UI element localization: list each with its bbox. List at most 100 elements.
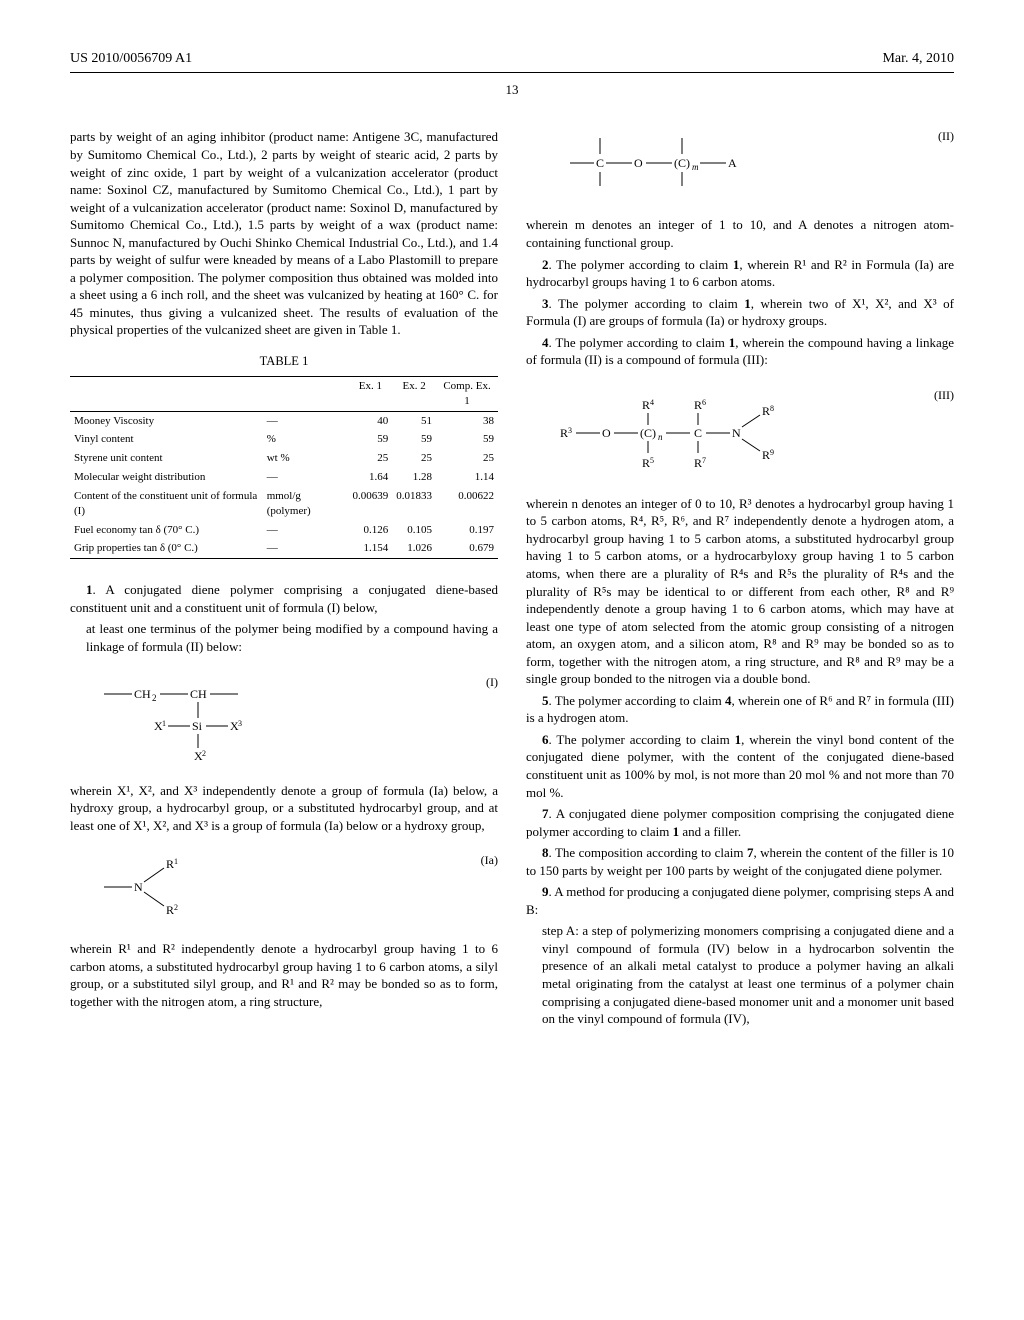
table-cell: — [263, 411, 349, 430]
formula-III-svg: R 3 O R4 (C) n R5 R6 C R7 N R8 [550, 387, 850, 477]
claim-text: . The polymer according to claim 1, wher… [526, 335, 954, 368]
table-cell: 1.026 [392, 539, 436, 558]
svg-text:CH: CH [134, 687, 151, 701]
svg-text:m: m [692, 162, 699, 172]
formula-label: (III) [934, 387, 954, 403]
claim-3: 3. The polymer according to claim 1, whe… [526, 295, 954, 330]
table-cell: % [263, 430, 349, 449]
table-1: Ex. 1 Ex. 2 Comp. Ex. 1 Mooney Viscosity… [70, 376, 498, 559]
claim-text: . A method for producing a conjugated di… [526, 884, 954, 917]
publication-date: Mar. 4, 2010 [882, 50, 954, 69]
claim-6: 6. The polymer according to claim 1, whe… [526, 731, 954, 801]
svg-text:n: n [658, 432, 663, 442]
claim-1-continuation: wherein m denotes an integer of 1 to 10,… [526, 216, 954, 251]
left-column: parts by weight of an aging inhibitor (p… [70, 128, 498, 1031]
col-header: Comp. Ex. 1 [436, 376, 498, 411]
svg-text:3: 3 [568, 426, 572, 435]
table-cell: 0.00622 [436, 487, 498, 521]
claim-1-sub: at least one terminus of the polymer bei… [86, 620, 498, 655]
table-cell: 25 [349, 449, 393, 468]
claim-text: . The polymer according to claim 1, wher… [526, 732, 954, 800]
svg-text:O: O [634, 156, 643, 170]
svg-text:R: R [642, 456, 650, 470]
formula-II-svg: C O (C) m A [550, 128, 810, 198]
svg-text:N: N [134, 880, 143, 894]
table-cell: 1.64 [349, 468, 393, 487]
svg-text:2: 2 [202, 749, 206, 758]
table-cell: — [263, 468, 349, 487]
table-cell: 59 [349, 430, 393, 449]
svg-text:2: 2 [174, 903, 178, 912]
table-cell: 0.126 [349, 521, 393, 540]
two-column-layout: parts by weight of an aging inhibitor (p… [70, 128, 954, 1031]
formula-Ia-svg: N R 1 R 2 [94, 852, 254, 922]
svg-text:R: R [642, 398, 650, 412]
claim-text: . The polymer according to claim 1, wher… [526, 296, 954, 329]
claim-text: . The composition according to claim 7, … [526, 845, 954, 878]
svg-text:(C): (C) [674, 156, 690, 170]
svg-text:R: R [762, 448, 770, 462]
claim-9: 9. A method for producing a conjugated d… [526, 883, 954, 918]
continuation-paragraph: parts by weight of an aging inhibitor (p… [70, 128, 498, 339]
publication-number: US 2010/0056709 A1 [70, 50, 192, 69]
formula-label: (I) [486, 674, 498, 690]
svg-text:(C): (C) [640, 426, 656, 440]
right-column: (II) C O (C) m A wherein m denotes an in… [526, 128, 954, 1031]
claim-9-step-a: step A: a step of polymerizing monomers … [542, 922, 954, 1027]
claim-text: . A conjugated diene polymer comprising … [70, 582, 498, 615]
formula-II: (II) C O (C) m A [550, 128, 954, 198]
svg-text:A: A [728, 156, 737, 170]
svg-text:R: R [560, 426, 568, 440]
svg-text:O: O [602, 426, 611, 440]
claim-4: 4. The polymer according to claim 1, whe… [526, 334, 954, 369]
formula-Ia: (Ia) N R 1 R 2 [94, 852, 498, 922]
svg-text:R: R [166, 857, 174, 871]
claim-text: . A conjugated diene polymer composition… [526, 806, 954, 839]
col-header [70, 376, 263, 411]
formula-label: (II) [938, 128, 954, 144]
claim-2: 2. The polymer according to claim 1, whe… [526, 256, 954, 291]
table-cell: 1.28 [392, 468, 436, 487]
claim-1: 1. A conjugated diene polymer comprising… [70, 581, 498, 616]
table-cell: 0.197 [436, 521, 498, 540]
svg-text:1: 1 [174, 857, 178, 866]
svg-text:9: 9 [770, 448, 774, 457]
table-cell: Content of the constituent unit of formu… [70, 487, 263, 521]
claim-4-wherein: wherein n denotes an integer of 0 to 10,… [526, 495, 954, 688]
page-header: US 2010/0056709 A1 Mar. 4, 2010 [70, 50, 954, 73]
page-number: 13 [70, 81, 954, 99]
col-header: Ex. 1 [349, 376, 393, 411]
svg-text:R: R [166, 903, 174, 917]
col-header: Ex. 2 [392, 376, 436, 411]
table-cell: 0.679 [436, 539, 498, 558]
svg-text:3: 3 [238, 719, 242, 728]
table-cell: 0.00639 [349, 487, 393, 521]
svg-text:R: R [694, 456, 702, 470]
formula-I: (I) CH 2 CH X 1 Si X 3 X 2 [94, 674, 498, 764]
svg-text:N: N [732, 426, 741, 440]
col-header [263, 376, 349, 411]
svg-text:4: 4 [650, 398, 654, 407]
svg-text:6: 6 [702, 398, 706, 407]
claim-text: . The polymer according to claim 1, wher… [526, 257, 954, 290]
table-cell: 59 [392, 430, 436, 449]
claim-8: 8. The composition according to claim 7,… [526, 844, 954, 879]
table-cell: 51 [392, 411, 436, 430]
table-cell: 0.01833 [392, 487, 436, 521]
svg-text:7: 7 [702, 456, 706, 465]
svg-text:5: 5 [650, 456, 654, 465]
svg-text:Si: Si [192, 719, 203, 733]
table-cell: 40 [349, 411, 393, 430]
table-cell: mmol/g (polymer) [263, 487, 349, 521]
claim-1-wherein: wherein X¹, X², and X³ independently den… [70, 782, 498, 835]
svg-text:CH: CH [190, 687, 207, 701]
table-cell: 0.105 [392, 521, 436, 540]
table-cell: — [263, 539, 349, 558]
claim-1-wherein2: wherein R¹ and R² independently denote a… [70, 940, 498, 1010]
svg-text:1: 1 [162, 719, 166, 728]
table-cell: 25 [436, 449, 498, 468]
table-cell: Grip properties tan δ (0° C.) [70, 539, 263, 558]
svg-text:C: C [596, 156, 604, 170]
formula-label: (Ia) [481, 852, 498, 868]
claim-5: 5. The polymer according to claim 4, whe… [526, 692, 954, 727]
